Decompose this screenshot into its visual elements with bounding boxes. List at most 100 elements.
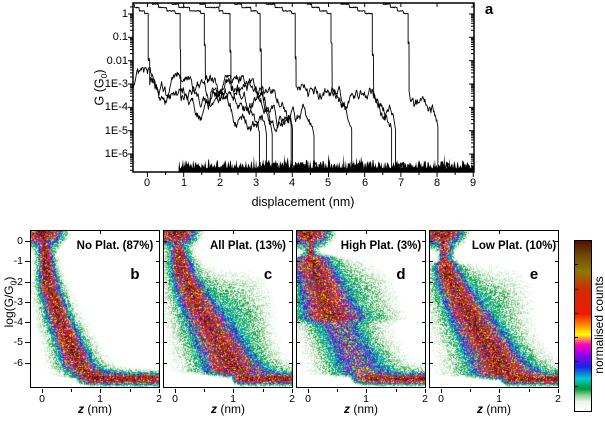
xtick-d-2 (424, 389, 426, 393)
colorbar-label: normalised counts (592, 260, 605, 390)
xtick-c-1 (233, 389, 235, 393)
trace-4 (234, 3, 287, 172)
conductance-traces-plot (128, 2, 475, 177)
xtick-top (499, 231, 501, 235)
trace-3 (199, 3, 324, 172)
colorbar-tick-3 (575, 312, 578, 314)
a-xtick-4: 4 (288, 177, 296, 189)
a-ytick-1E-3: 1E-3 (104, 78, 128, 90)
a-ytick-1E-6: 1E-6 (104, 148, 128, 160)
xlabel-z-rest: (nm) (84, 402, 112, 416)
ytick-right-c--6 (288, 362, 292, 364)
a-xtick-2: 2 (216, 177, 224, 189)
heatmap-panel-e (429, 230, 559, 388)
ytick-right-b--2 (155, 281, 159, 283)
colorbar (574, 240, 592, 412)
xtick-e-1 (499, 389, 501, 393)
ytick-in-e--2 (430, 281, 434, 283)
xtick-e-0 (440, 389, 442, 393)
ytick-in-c--4 (164, 322, 168, 324)
ytick-right-d--6 (421, 362, 425, 364)
trace-6 (306, 3, 364, 172)
xtick-b-0 (41, 389, 43, 393)
trace-tail (133, 67, 280, 172)
xtick-label-b-2: 2 (156, 393, 162, 405)
xtick-top (366, 231, 368, 235)
colorbar-tick-4 (575, 337, 578, 339)
a-xtick-1: 1 (180, 177, 188, 189)
colorbar-tick-2 (575, 288, 578, 290)
xminortick (470, 389, 471, 392)
xminortick (71, 389, 72, 392)
xlabel-z-e: z (nm) (464, 402, 524, 416)
a-xtick-5: 5 (324, 177, 332, 189)
ytick-right-b--1 (155, 261, 159, 263)
xtick-c-2 (291, 389, 293, 393)
ytick-right-c--5 (288, 342, 292, 344)
heatmap-canvas-e (429, 230, 559, 388)
xtick-label-d-0: 0 (305, 393, 311, 405)
heatmap-panel-b (30, 230, 160, 388)
trace-0 (133, 3, 306, 172)
xlabel-z-italic: z (211, 402, 217, 416)
ytick-right-b--6 (155, 362, 159, 364)
xtick-top (233, 231, 235, 235)
ytick-in-c-0 (164, 241, 168, 243)
xtick-label-c-1: 1 (230, 393, 236, 405)
ytick-in-d--3 (297, 301, 301, 303)
heatmap-canvas-b (30, 230, 160, 388)
xtick-top (100, 231, 102, 235)
a-ytick-1: 1 (121, 8, 128, 20)
ytick-right-d--3 (421, 301, 425, 303)
xlabel-z-c: z (nm) (198, 402, 258, 416)
xlabel-z-rest: (nm) (483, 402, 511, 416)
ytick-right-e-0 (554, 241, 558, 243)
ytick-right-d--1 (421, 261, 425, 263)
ytick-b--2 (25, 281, 30, 283)
xlabel-z-d: z (nm) (331, 402, 391, 416)
xlabel-z-italic: z (78, 402, 84, 416)
ytick-right-e--1 (554, 261, 558, 263)
ytick-in-d--1 (297, 261, 301, 263)
colorbar-label-text: normalised counts (592, 276, 605, 374)
ytick-right-d--4 (421, 322, 425, 324)
ytick-in-d--4 (297, 322, 301, 324)
a-ytick-1E-4: 1E-4 (104, 101, 128, 113)
heatmap-canvas-d (296, 230, 426, 388)
ytick-in-d--5 (297, 342, 301, 344)
ytick-label-b--1: -1 (13, 255, 23, 267)
xminortick (204, 389, 205, 392)
xtick-label-c-0: 0 (172, 393, 178, 405)
ytick-in-d--2 (297, 281, 301, 283)
colorbar-tick-5 (575, 361, 578, 363)
ytick-in-c--6 (164, 362, 168, 364)
xtick-c-0 (174, 389, 176, 393)
xtick-label-d-2: 2 (422, 393, 428, 405)
a-xtick-8: 8 (433, 177, 441, 189)
ytick-in-e--6 (430, 362, 434, 364)
trace-8 (382, 3, 452, 172)
ytick-in-d--6 (297, 362, 301, 364)
trace-5 (265, 3, 415, 172)
xtick-b-1 (100, 389, 102, 393)
ytick-in-e--4 (430, 322, 434, 324)
ytick-b--1 (25, 261, 30, 263)
heatmap-canvas-c (163, 230, 293, 388)
a-xtick-6: 6 (361, 177, 369, 189)
xminortick (129, 389, 131, 392)
ytick-right-d-0 (421, 241, 425, 243)
ytick-right-d--5 (421, 342, 425, 344)
ytick-label-b--3: -3 (13, 296, 23, 308)
heatmap-title-e: Low Plat. (10%) (471, 240, 557, 252)
a-xtick-7: 7 (397, 177, 405, 189)
ytick-in-e--3 (430, 301, 434, 303)
trace-7 (340, 3, 406, 172)
ytick-b-0 (25, 241, 30, 243)
traces-group (133, 3, 474, 172)
a-xtick-9: 9 (469, 177, 477, 189)
a-ytick-1E-5: 1E-5 (104, 125, 128, 137)
heatmap-title-b: No Plat. (87%) (76, 240, 154, 252)
xminortick (337, 389, 338, 392)
ytick-b--5 (25, 342, 30, 344)
